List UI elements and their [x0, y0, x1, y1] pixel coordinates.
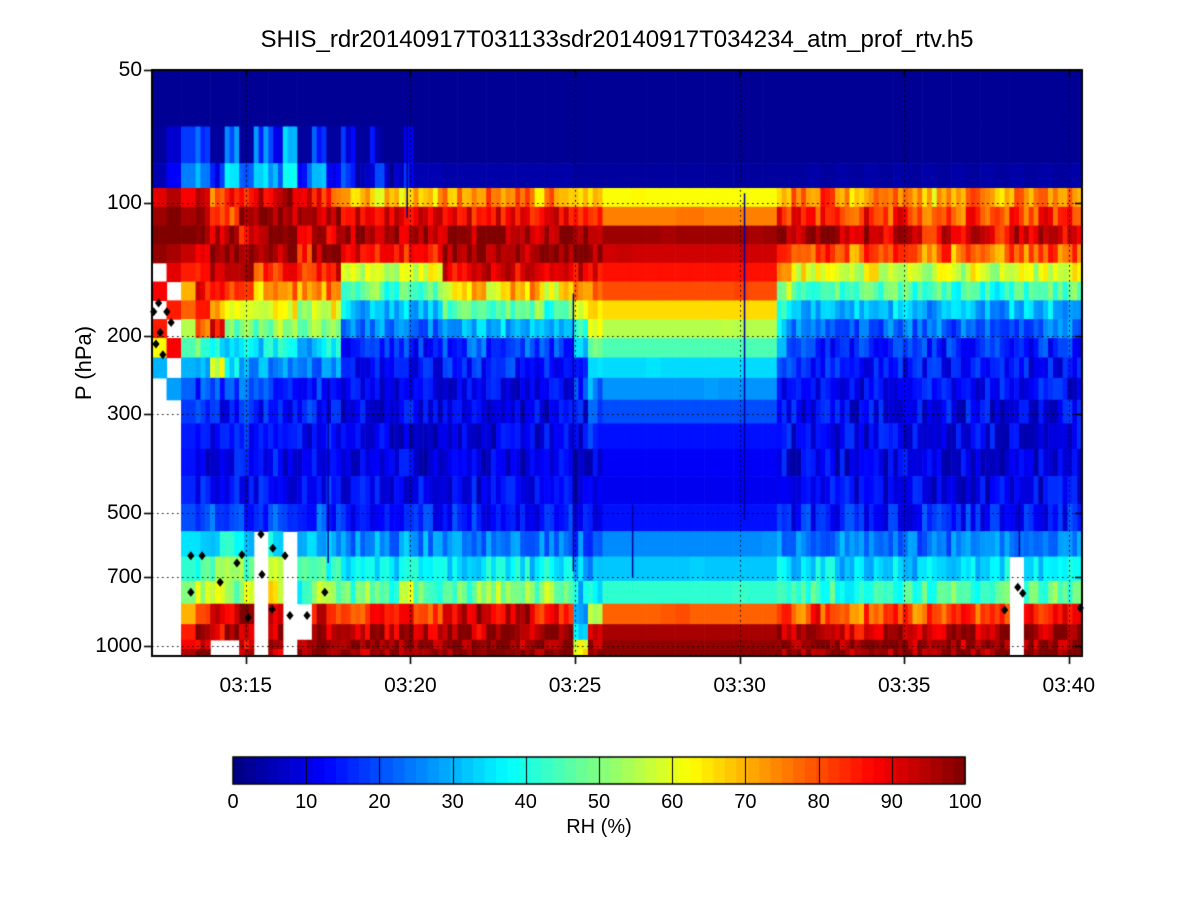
colorbar-tick-label: 10	[295, 791, 318, 813]
y-tick-label: 50	[118, 58, 142, 81]
x-tick-label: 03:40	[1042, 674, 1096, 697]
colorbar-tick-label: 20	[368, 791, 391, 813]
x-tick-label: 03:15	[219, 674, 273, 697]
y-tick-label: 700	[106, 565, 142, 589]
y-tick-label: 500	[106, 500, 142, 524]
x-tick-label: 03:35	[877, 674, 931, 697]
x-tick-label: 03:20	[384, 674, 437, 697]
x-tick-label: 03:25	[548, 674, 602, 697]
colorbar-tick-label: 100	[948, 791, 982, 813]
colorbar-tick-label: 40	[514, 791, 537, 813]
y-tick-label: 1000	[95, 633, 142, 657]
x-tick-label: 03:30	[713, 674, 766, 697]
y-tick-label: 100	[106, 191, 142, 215]
colorbar-tick-label: 60	[661, 791, 684, 813]
colorbar-tick-label: 30	[441, 791, 464, 813]
colorbar-tick-label: 80	[807, 791, 830, 813]
plot-title: SHIS_rdr20140917T031133sdr20140917T03423…	[260, 26, 974, 53]
colorbar-tick-label: 0	[227, 791, 239, 813]
colorbar-label: RH (%)	[566, 816, 632, 838]
colorbar-tick-label: 50	[587, 791, 611, 813]
colorbar-tick-label: 70	[734, 791, 757, 813]
colorbar-tick-label: 90	[880, 791, 903, 813]
y-tick-label: 300	[106, 402, 142, 426]
y-tick-label: 200	[106, 324, 142, 348]
